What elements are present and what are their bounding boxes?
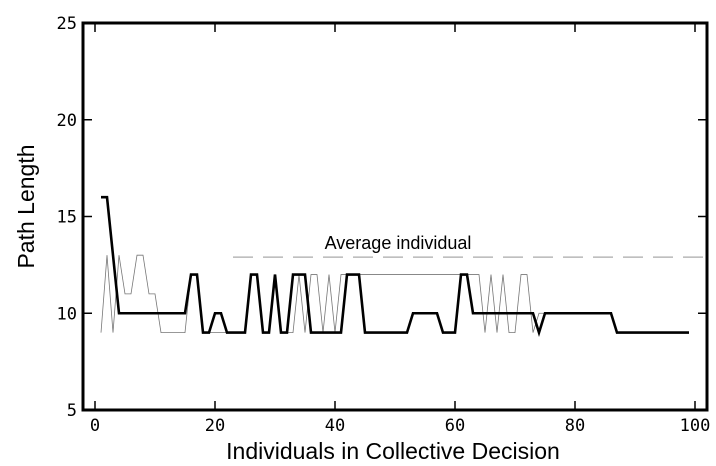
reference-line-label: Average individual xyxy=(325,233,472,253)
y-tick-label: 20 xyxy=(57,111,77,131)
y-tick-label: 15 xyxy=(57,208,77,228)
y-tick-label: 25 xyxy=(57,14,77,34)
series-line-thick xyxy=(101,195,689,337)
y-axis-label: Path Length xyxy=(13,144,39,268)
plot-area xyxy=(100,195,707,337)
x-tick-label: 100 xyxy=(680,416,711,436)
x-tick-label: 80 xyxy=(565,416,585,436)
x-tick-label: 40 xyxy=(325,416,345,436)
y-tick-label: 10 xyxy=(57,304,77,324)
x-tick-label: 60 xyxy=(445,416,465,436)
x-tick-label: 0 xyxy=(90,416,100,436)
x-tick-label: 20 xyxy=(205,416,225,436)
plot-frame xyxy=(81,21,709,412)
y-tick-label: 5 xyxy=(67,401,77,421)
x-axis-label: Individuals in Collective Decision xyxy=(226,438,560,464)
axis-ticks: 0 20 40 60 80 100 5 10 15 20 25 xyxy=(57,14,711,436)
